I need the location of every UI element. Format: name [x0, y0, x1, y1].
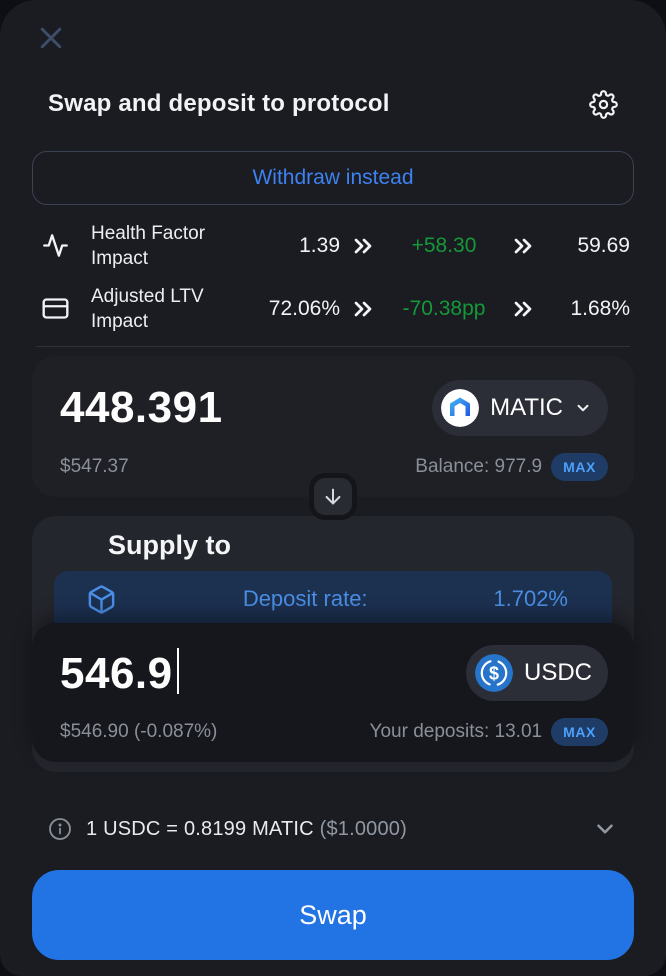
usdc-token-icon: $ [474, 654, 513, 693]
supply-to-section: Supply to Deposit rate: 1.702% 546.9 $ U… [32, 516, 634, 773]
text-caret [176, 647, 179, 694]
close-button[interactable] [36, 22, 68, 54]
health-factor-before: 1.39 [299, 233, 340, 257]
from-token-selector[interactable]: MATIC [432, 379, 608, 436]
deposit-rate-label: Deposit rate: [242, 586, 368, 612]
to-token-card: 546.9 $ USDC $546.90 (-0.087%) Your depo… [32, 623, 634, 763]
adjusted-ltv-impact-row: Adjusted LTV Impact 72.06% -70.38pp 1.68% [32, 284, 634, 334]
from-fiat-value: $547.37 [60, 455, 129, 477]
balance-text: Balance: 977.9 [415, 455, 543, 477]
ltv-before: 72.06% [268, 296, 340, 320]
from-token-symbol: MATIC [490, 393, 563, 421]
adjusted-ltv-label: Adjusted LTV Impact [42, 284, 254, 334]
credit-card-icon [42, 298, 69, 319]
page-title: Swap and deposit to protocol [48, 90, 390, 118]
to-max-button[interactable]: MAX [551, 718, 608, 747]
ltv-after: 1.68% [570, 296, 630, 320]
double-chevron-icon [340, 298, 388, 320]
health-factor-after: 59.69 [577, 233, 630, 257]
rate-details-expand-button[interactable] [592, 816, 618, 842]
to-token-selector[interactable]: $ USDC [465, 645, 608, 702]
gear-icon [589, 89, 618, 119]
health-factor-delta: +58.30 [411, 233, 477, 257]
from-token-card: 448.391 MATIC $547.37 Balance: 977.9 MAX [32, 355, 634, 497]
box-icon [88, 585, 115, 614]
info-icon [49, 818, 71, 841]
withdraw-instead-button[interactable]: Withdraw instead [32, 150, 634, 205]
double-chevron-icon [500, 298, 548, 320]
deposits-text: Your deposits: 13.01 [369, 721, 543, 743]
impact-row-label: Adjusted LTV Impact [91, 285, 204, 332]
chevron-down-icon [577, 404, 589, 411]
from-amount-input[interactable]: 448.391 [60, 382, 223, 432]
to-fiat-value: $546.90 (-0.087%) [60, 721, 218, 743]
close-icon [40, 27, 62, 49]
swap-button[interactable]: Swap [32, 870, 634, 960]
divider [36, 345, 630, 347]
to-amount-input[interactable]: 546.9 [60, 647, 179, 699]
settings-button[interactable] [589, 89, 618, 119]
exchange-rate-text: 1 USDC = 0.8199 MATIC ($1.0000) [86, 817, 407, 840]
ltv-delta: -70.38pp [402, 296, 486, 320]
activity-icon [43, 234, 68, 257]
deposit-rate-value: 1.702% [493, 586, 568, 612]
health-factor-label: Health Factor Impact [42, 221, 254, 271]
chevron-down-icon [597, 824, 613, 834]
from-max-button[interactable]: MAX [551, 452, 608, 481]
double-chevron-icon [340, 235, 388, 257]
svg-text:$: $ [489, 664, 499, 684]
supply-to-heading: Supply to [108, 530, 231, 561]
double-chevron-icon [500, 235, 548, 257]
to-token-symbol: USDC [523, 659, 592, 687]
impact-row-label: Health Factor Impact [91, 222, 206, 269]
exchange-rate-row[interactable]: 1 USDC = 0.8199 MATIC ($1.0000) [32, 816, 634, 842]
swap-direction-button[interactable] [309, 472, 357, 521]
modal-header: Swap and deposit to protocol [32, 89, 634, 119]
arrow-down-icon [325, 488, 341, 504]
usd-equivalent: ($1.0000) [319, 817, 407, 840]
matic-token-icon [441, 388, 480, 427]
health-factor-impact-row: Health Factor Impact 1.39 +58.30 59.69 [32, 221, 634, 271]
impact-list: Health Factor Impact 1.39 +58.30 59.69 Ad… [32, 221, 634, 334]
